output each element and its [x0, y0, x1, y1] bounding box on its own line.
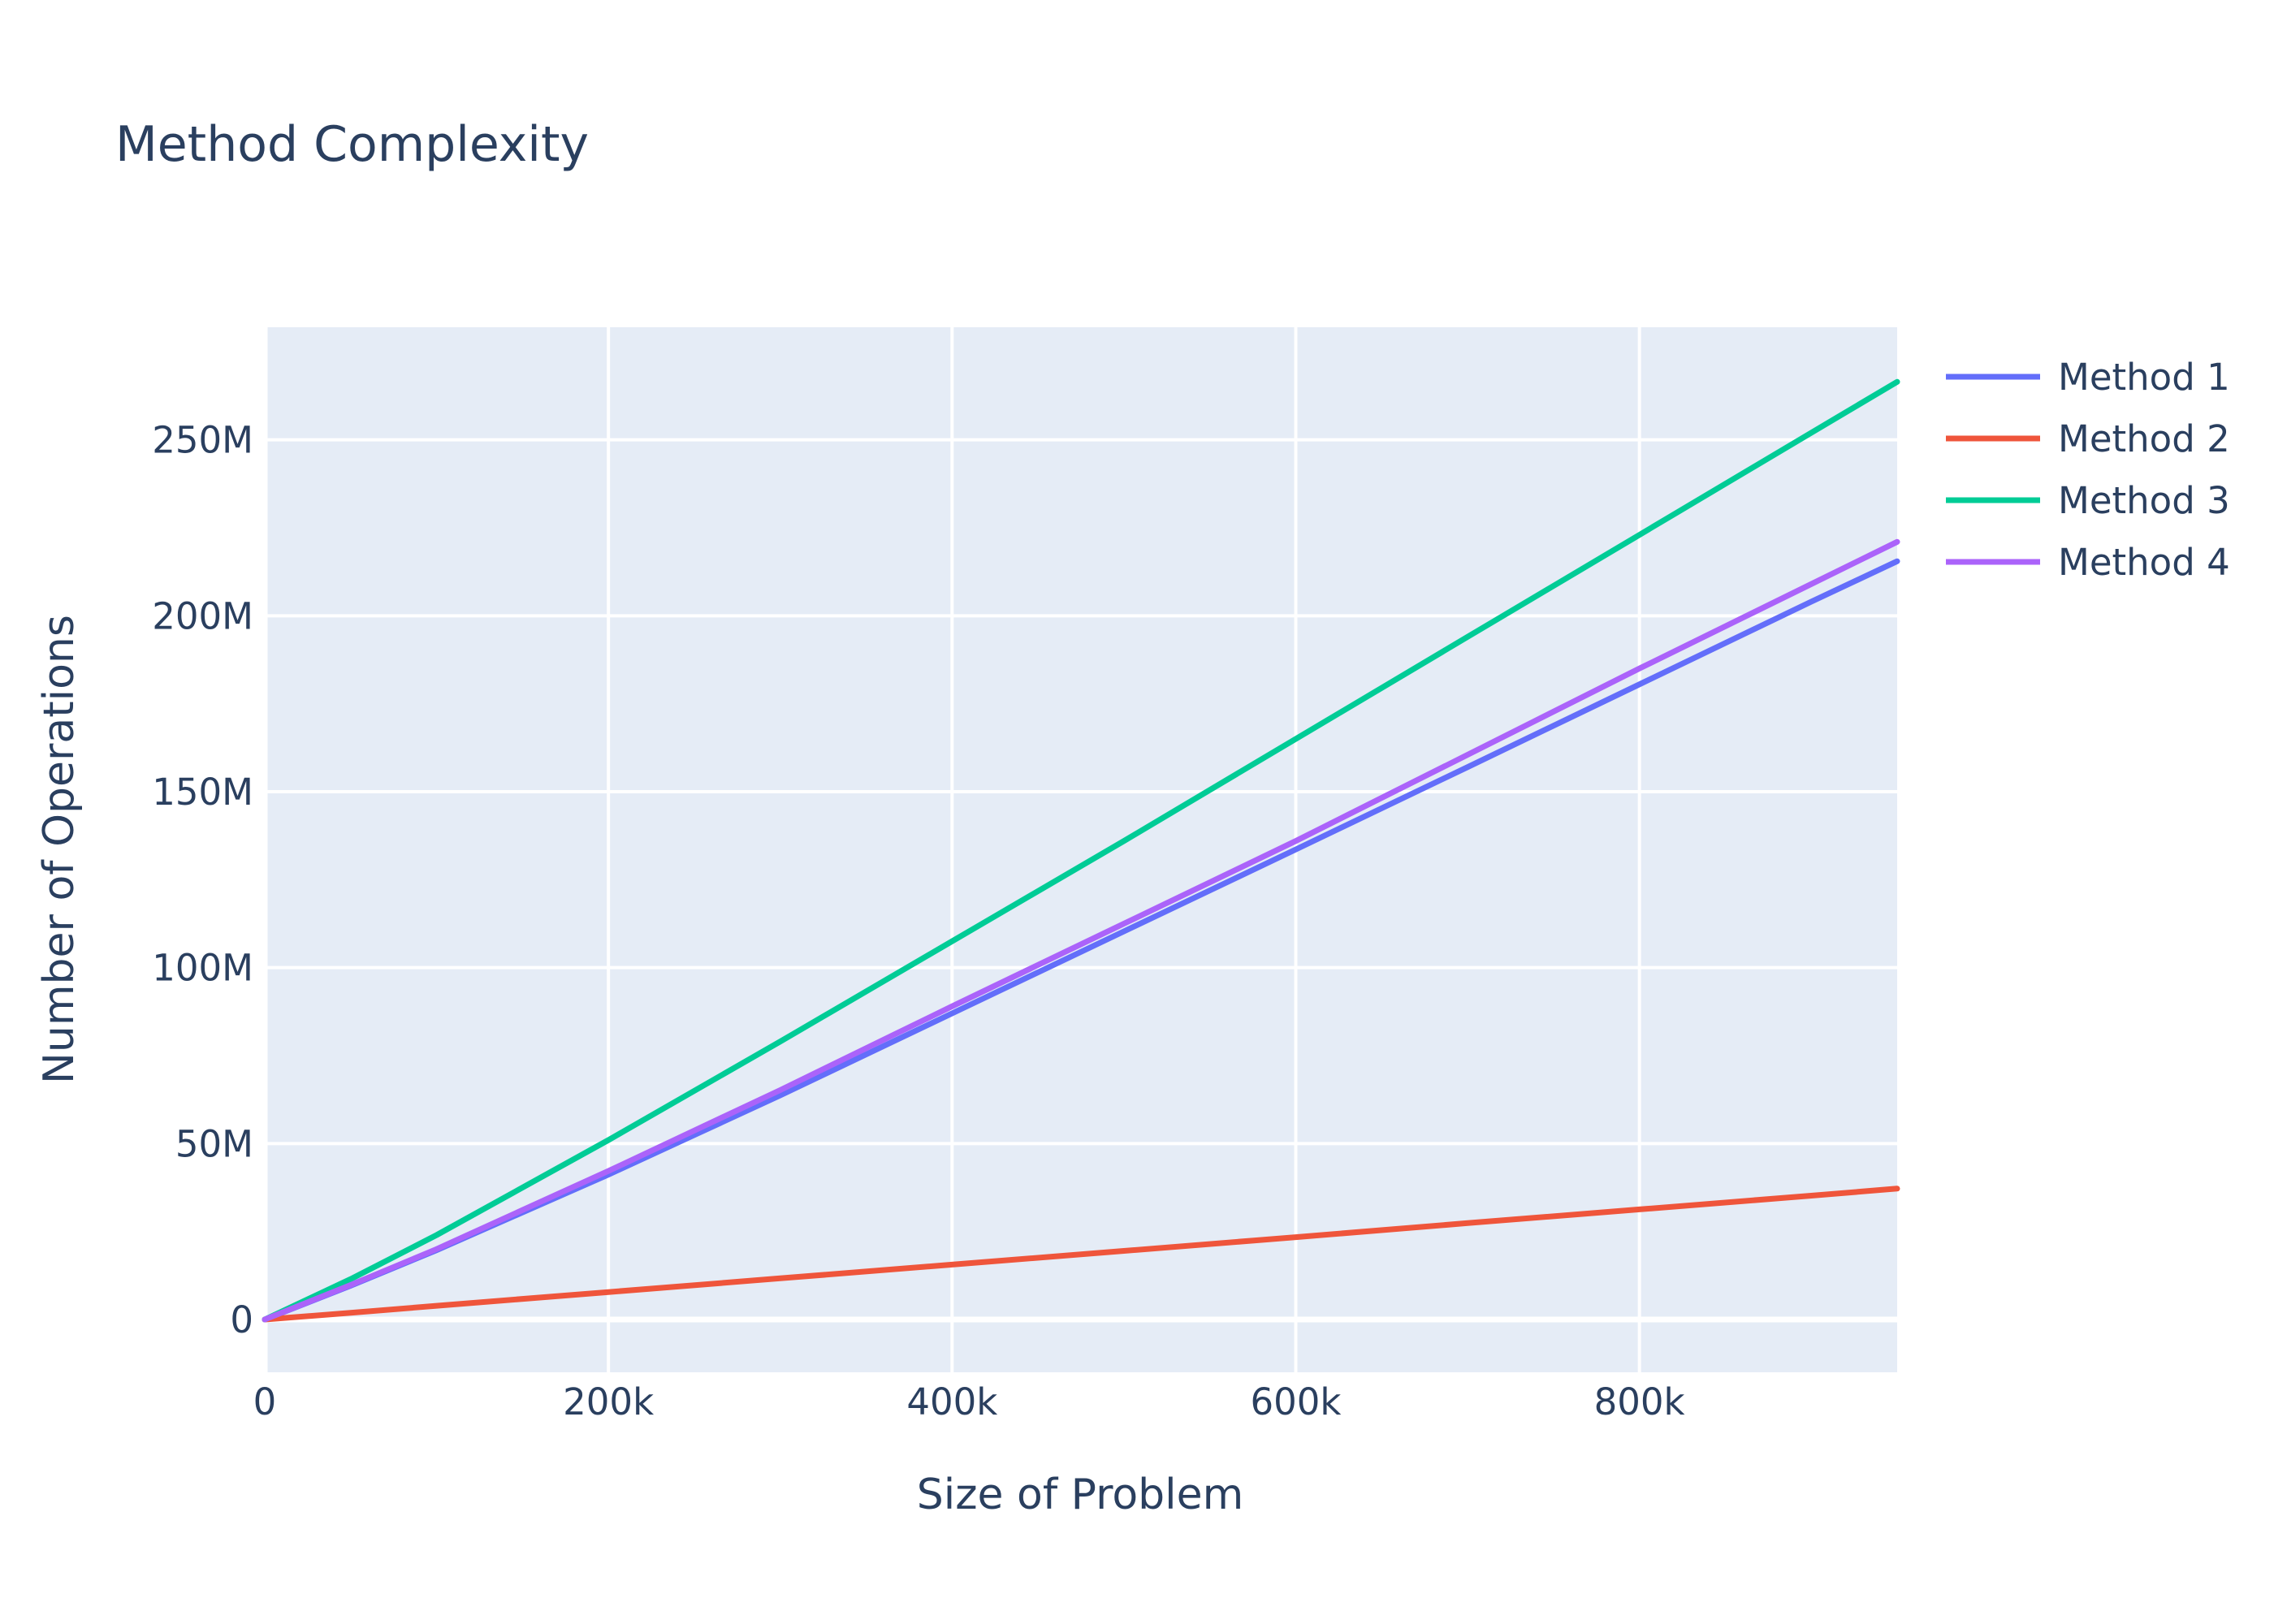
- legend-label: Method 4: [2058, 541, 2230, 584]
- chart-title: Method Complexity: [115, 116, 589, 173]
- legend-item[interactable]: Method 2: [1946, 417, 2230, 460]
- y-tick-label: 200M: [152, 594, 253, 637]
- y-tick-label: 150M: [152, 771, 253, 814]
- x-tick-label: 400k: [906, 1380, 997, 1423]
- legend: Method 1 Method 2 Method 3 Method 4: [1946, 356, 2230, 584]
- legend-label: Method 2: [2058, 417, 2230, 460]
- x-tick-labels: 0 200k 400k 600k 800k: [253, 1380, 1685, 1423]
- y-tick-labels: 0 50M 100M 150M 200M 250M: [152, 419, 253, 1341]
- y-tick-label: 50M: [175, 1122, 253, 1165]
- series-line-method-3: [262, 378, 1900, 1323]
- legend-item[interactable]: Method 3: [1946, 479, 2230, 522]
- y-axis-title: Number of Operations: [35, 615, 84, 1084]
- series-line-method-2: [262, 1186, 1900, 1323]
- x-tick-label: 800k: [1594, 1380, 1685, 1423]
- plot-background: [265, 327, 1897, 1372]
- x-tick-label: 600k: [1250, 1380, 1341, 1423]
- y-tick-label: 100M: [152, 947, 253, 990]
- series-line-method-4: [262, 538, 1900, 1323]
- y-tick-label: 0: [230, 1298, 253, 1341]
- legend-label: Method 1: [2058, 356, 2230, 399]
- legend-item[interactable]: Method 1: [1946, 356, 2230, 399]
- zero-lines: [262, 327, 1897, 1372]
- legend-label: Method 3: [2058, 479, 2230, 522]
- legend-item[interactable]: Method 4: [1946, 541, 2230, 584]
- y-tick-label: 250M: [152, 419, 253, 462]
- series-lines: [262, 378, 1900, 1323]
- x-tick-label: 200k: [563, 1380, 654, 1423]
- x-axis-title: Size of Problem: [917, 1471, 1244, 1519]
- x-tick-label: 0: [253, 1380, 277, 1423]
